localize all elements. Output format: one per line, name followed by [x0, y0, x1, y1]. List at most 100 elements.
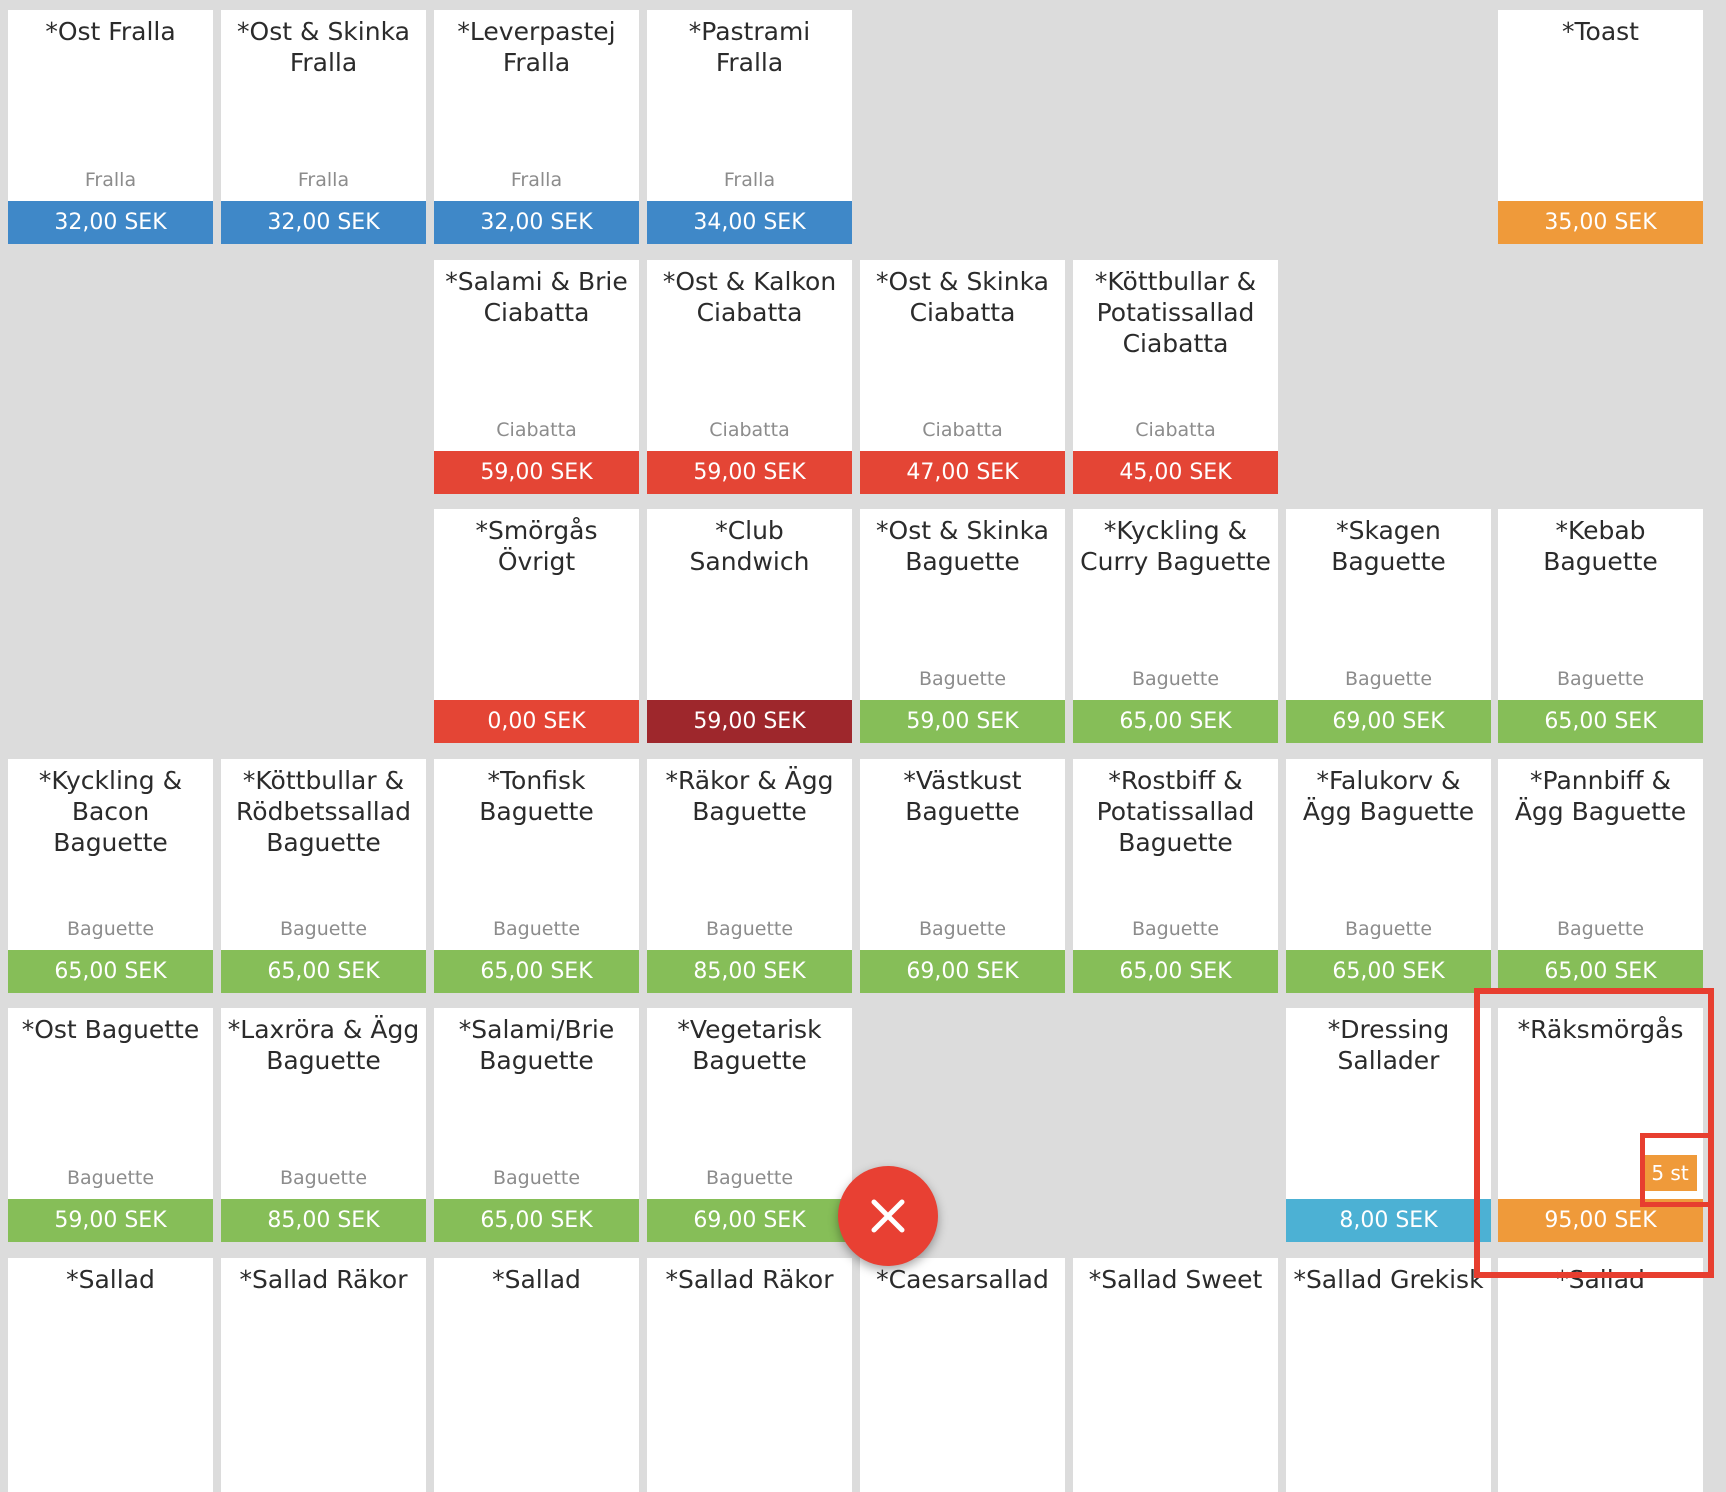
product-price: 69,00 SEK: [860, 950, 1065, 993]
product-name: *Pastrami Fralla: [688, 17, 811, 77]
product-tile[interactable]: *Sallad: [434, 1258, 639, 1492]
product-name: *Köttbullar & Potatissallad Ciabatta: [1094, 267, 1257, 358]
product-price: 85,00 SEK: [221, 1199, 426, 1242]
product-tile[interactable]: *Dressing Sallader 8,00 SEK: [1286, 1008, 1491, 1242]
product-tile[interactable]: *Sallad Grekisk: [1286, 1258, 1491, 1492]
product-price: 59,00 SEK: [434, 451, 639, 494]
close-button[interactable]: [838, 1166, 938, 1266]
product-tile[interactable]: *Skagen Baguette Baguette 69,00 SEK: [1286, 509, 1491, 743]
product-tile[interactable]: *Falukorv & Ägg Baguette Baguette 65,00 …: [1286, 759, 1491, 993]
product-name: *Ost Baguette: [21, 1015, 200, 1044]
product-tile[interactable]: *Köttbullar & Potatissallad Ciabatta Cia…: [1073, 260, 1278, 494]
quantity-badge: 5 st: [1643, 1155, 1697, 1191]
product-tile[interactable]: *Pannbiff & Ägg Baguette Baguette 65,00 …: [1498, 759, 1703, 993]
product-category: Fralla: [297, 169, 350, 191]
product-price: 95,00 SEK: [1498, 1199, 1703, 1242]
product-name: *Räkor & Ägg Baguette: [665, 766, 834, 826]
product-tile[interactable]: *Ost & Skinka Ciabatta Ciabatta 47,00 SE…: [860, 260, 1065, 494]
product-price: 65,00 SEK: [1498, 700, 1703, 743]
product-category: Baguette: [1556, 918, 1645, 940]
product-category: Fralla: [510, 169, 563, 191]
product-price: 59,00 SEK: [647, 700, 852, 743]
product-price: 35,00 SEK: [1498, 201, 1703, 244]
product-tile-selected[interactable]: *Räksmörgås 5 st 95,00 SEK: [1498, 1008, 1703, 1242]
product-category: Baguette: [1131, 668, 1220, 690]
product-price: 65,00 SEK: [221, 950, 426, 993]
product-tile[interactable]: *Sallad: [1498, 1258, 1703, 1492]
product-price: 8,00 SEK: [1286, 1199, 1491, 1242]
product-price: 69,00 SEK: [647, 1199, 852, 1242]
product-price: 65,00 SEK: [1073, 700, 1278, 743]
close-icon: [871, 1199, 905, 1233]
product-price: 59,00 SEK: [647, 451, 852, 494]
product-tile[interactable]: *Ost & Skinka Fralla Fralla 32,00 SEK: [221, 10, 426, 244]
product-price: 69,00 SEK: [1286, 700, 1491, 743]
product-tile[interactable]: *Club Sandwich 59,00 SEK: [647, 509, 852, 743]
product-name: *Sallad: [66, 1265, 155, 1294]
product-price: 32,00 SEK: [434, 201, 639, 244]
product-category: Baguette: [66, 918, 155, 940]
product-tile[interactable]: *Rostbiff & Potatissallad Baguette Bague…: [1073, 759, 1278, 993]
product-tile[interactable]: *Caesarsallad: [860, 1258, 1065, 1492]
product-name: *Sallad Sweet: [1088, 1265, 1263, 1294]
product-tile[interactable]: *Kebab Baguette Baguette 65,00 SEK: [1498, 509, 1703, 743]
product-name: *Toast: [1562, 17, 1639, 46]
product-tile[interactable]: *Toast 35,00 SEK: [1498, 10, 1703, 244]
product-tile[interactable]: *Räkor & Ägg Baguette Baguette 85,00 SEK: [647, 759, 852, 993]
product-name: *Sallad Räkor: [665, 1265, 834, 1294]
product-tile[interactable]: *Ost & Kalkon Ciabatta Ciabatta 59,00 SE…: [647, 260, 852, 494]
product-price: 65,00 SEK: [1073, 950, 1278, 993]
product-name: *Sallad Räkor: [239, 1265, 408, 1294]
product-name: *Pannbiff & Ägg Baguette: [1514, 766, 1687, 826]
product-price: 32,00 SEK: [221, 201, 426, 244]
product-name: *Dressing Sallader: [1327, 1015, 1450, 1075]
product-category: Baguette: [279, 1167, 368, 1189]
product-name: *Salami & Brie Ciabatta: [445, 267, 628, 327]
product-tile[interactable]: *Vegetarisk Baguette Baguette 69,00 SEK: [647, 1008, 852, 1242]
product-category: Baguette: [918, 668, 1007, 690]
product-tile[interactable]: *Västkust Baguette Baguette 69,00 SEK: [860, 759, 1065, 993]
product-price: 65,00 SEK: [1286, 950, 1491, 993]
product-tile[interactable]: *Ost Baguette Baguette 59,00 SEK: [8, 1008, 213, 1242]
product-price: 47,00 SEK: [860, 451, 1065, 494]
product-tile[interactable]: *Köttbullar & Rödbetssallad Baguette Bag…: [221, 759, 426, 993]
product-price: 32,00 SEK: [8, 201, 213, 244]
product-name: *Vegetarisk Baguette: [677, 1015, 822, 1075]
product-tile[interactable]: *Leverpastej Fralla Fralla 32,00 SEK: [434, 10, 639, 244]
product-tile[interactable]: *Pastrami Fralla Fralla 34,00 SEK: [647, 10, 852, 244]
product-name: *Club Sandwich: [689, 516, 810, 576]
product-tile[interactable]: *Kyckling & Bacon Baguette Baguette 65,0…: [8, 759, 213, 993]
product-tile[interactable]: *Smörgås Övrigt 0,00 SEK: [434, 509, 639, 743]
product-tile[interactable]: *Salami & Brie Ciabatta Ciabatta 59,00 S…: [434, 260, 639, 494]
product-tile[interactable]: *Tonfisk Baguette Baguette 65,00 SEK: [434, 759, 639, 993]
product-tile[interactable]: *Ost Fralla Fralla 32,00 SEK: [8, 10, 213, 244]
product-tile[interactable]: *Salami/Brie Baguette Baguette 65,00 SEK: [434, 1008, 639, 1242]
product-price: 59,00 SEK: [860, 700, 1065, 743]
product-tile[interactable]: *Ost & Skinka Baguette Baguette 59,00 SE…: [860, 509, 1065, 743]
product-price: 65,00 SEK: [434, 1199, 639, 1242]
product-name: *Kyckling & Bacon Baguette: [38, 766, 183, 857]
product-name: *Sallad: [1556, 1265, 1645, 1294]
product-category: Baguette: [918, 918, 1007, 940]
product-category: Ciabatta: [922, 419, 1003, 441]
product-name: *Ost & Skinka Baguette: [876, 516, 1049, 576]
product-category: Ciabatta: [709, 419, 790, 441]
product-name: *Leverpastej Fralla: [457, 17, 616, 77]
product-price: 65,00 SEK: [434, 950, 639, 993]
product-tile[interactable]: *Sallad Sweet: [1073, 1258, 1278, 1492]
product-name: *Ost Fralla: [45, 17, 176, 46]
product-name: *Sallad Grekisk: [1293, 1265, 1484, 1294]
product-name: *Ost & Skinka Ciabatta: [876, 267, 1049, 327]
product-name: *Skagen Baguette: [1331, 516, 1446, 576]
product-tile[interactable]: *Sallad Räkor: [647, 1258, 852, 1492]
product-name: *Sallad: [492, 1265, 581, 1294]
product-category: Baguette: [1131, 918, 1220, 940]
product-tile[interactable]: *Sallad Räkor: [221, 1258, 426, 1492]
product-name: *Falukorv & Ägg Baguette: [1302, 766, 1475, 826]
product-price: 59,00 SEK: [8, 1199, 213, 1242]
product-tile[interactable]: *Laxröra & Ägg Baguette Baguette 85,00 S…: [221, 1008, 426, 1242]
product-tile[interactable]: *Sallad: [8, 1258, 213, 1492]
product-category: Ciabatta: [1135, 419, 1216, 441]
product-tile[interactable]: *Kyckling & Curry Baguette Baguette 65,0…: [1073, 509, 1278, 743]
product-category: Ciabatta: [496, 419, 577, 441]
